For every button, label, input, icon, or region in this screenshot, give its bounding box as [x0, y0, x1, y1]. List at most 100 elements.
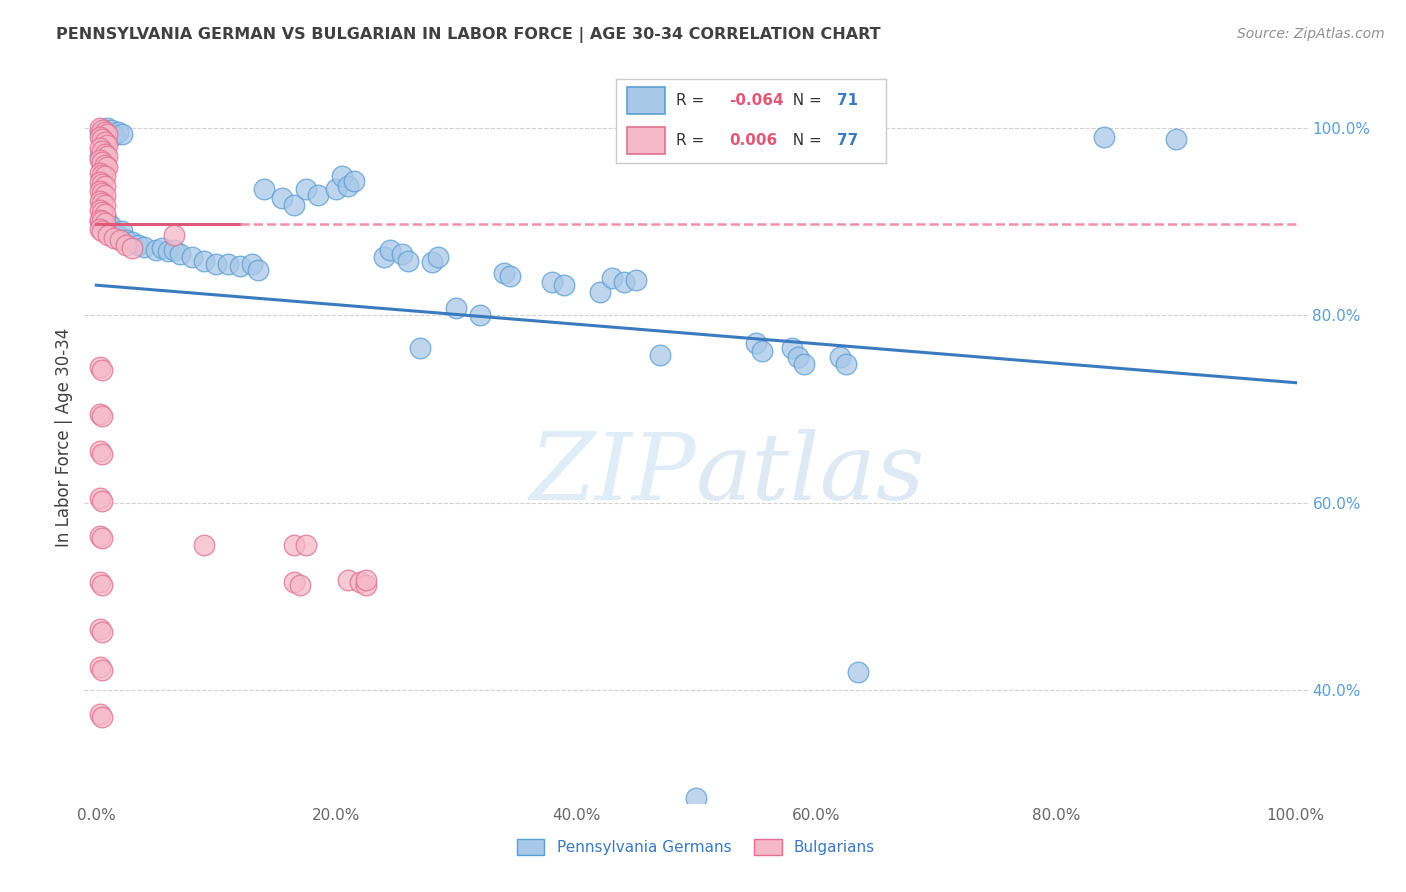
Point: [499, 268, 522, 283]
Point: [589, 285, 612, 299]
Point: [93, 158, 117, 172]
Point: [103, 226, 125, 240]
Point: [247, 263, 270, 277]
Point: [107, 125, 129, 139]
Point: [96, 214, 118, 228]
Point: [409, 341, 432, 355]
Point: [89, 214, 111, 228]
Point: [217, 257, 239, 271]
Point: [121, 235, 143, 249]
Point: [787, 351, 810, 365]
Point: [685, 791, 707, 805]
Point: [134, 240, 156, 254]
Point: [89, 120, 111, 135]
Point: [150, 241, 173, 255]
Point: [835, 357, 858, 371]
Point: [307, 188, 329, 202]
Point: [157, 244, 180, 259]
Point: [163, 228, 186, 243]
Point: [337, 178, 360, 193]
Point: [89, 491, 111, 505]
Point: [91, 168, 114, 182]
Point: [91, 214, 114, 228]
Point: [193, 538, 215, 552]
Point: [89, 166, 111, 180]
Point: [193, 253, 215, 268]
Point: [373, 250, 395, 264]
Point: [145, 243, 167, 257]
Point: [330, 169, 353, 184]
Point: [89, 444, 111, 458]
Point: [89, 149, 111, 163]
Point: [97, 228, 120, 243]
Point: [93, 169, 117, 184]
Point: [283, 575, 305, 590]
Point: [93, 147, 117, 161]
Point: [253, 181, 276, 195]
Point: [115, 237, 138, 252]
Point: [107, 228, 129, 243]
Point: [396, 253, 419, 268]
Point: [103, 231, 125, 245]
Point: [91, 709, 114, 723]
Point: [89, 575, 111, 590]
Point: [600, 270, 623, 285]
Point: [89, 528, 111, 542]
Point: [325, 181, 347, 195]
Point: [110, 127, 132, 141]
Point: [391, 247, 413, 261]
Point: [354, 573, 377, 587]
Point: [468, 308, 491, 322]
Point: [96, 127, 118, 141]
Point: [96, 137, 118, 152]
Point: [337, 573, 360, 587]
Text: Source: ZipAtlas.com: Source: ZipAtlas.com: [1237, 27, 1385, 41]
Text: PENNSYLVANIA GERMAN VS BULGARIAN IN LABOR FORCE | AGE 30-34 CORRELATION CHART: PENNSYLVANIA GERMAN VS BULGARIAN IN LABO…: [56, 27, 882, 43]
Point: [181, 250, 204, 264]
Point: [349, 575, 371, 590]
Point: [89, 153, 111, 168]
Point: [89, 175, 111, 189]
Point: [110, 224, 132, 238]
Point: [271, 191, 294, 205]
Point: [427, 250, 450, 264]
Point: [93, 188, 117, 202]
Point: [93, 125, 117, 139]
Point: [89, 660, 111, 674]
Point: [229, 260, 252, 274]
Point: [89, 203, 111, 218]
Point: [93, 153, 115, 168]
Point: [290, 578, 312, 592]
Point: [380, 243, 402, 257]
Point: [121, 241, 143, 255]
Point: [91, 132, 114, 146]
Point: [444, 301, 467, 315]
Point: [91, 578, 114, 592]
Point: [295, 538, 318, 552]
Point: [745, 336, 768, 351]
Point: [89, 125, 111, 139]
Point: [127, 237, 149, 252]
Point: [553, 278, 575, 293]
Point: [1164, 132, 1187, 146]
Point: [420, 254, 443, 268]
Point: [780, 341, 803, 355]
Point: [89, 359, 111, 374]
Point: [91, 532, 114, 546]
Point: [91, 447, 114, 461]
Point: [91, 625, 114, 640]
Point: [648, 347, 671, 361]
Point: [163, 243, 186, 257]
Point: [91, 409, 114, 424]
Point: [89, 212, 111, 227]
Point: [1092, 130, 1115, 145]
Point: [93, 122, 115, 136]
Point: [793, 357, 815, 371]
Point: [91, 144, 114, 158]
Point: [751, 343, 773, 358]
Point: [613, 276, 636, 290]
Point: [93, 216, 117, 230]
Point: [91, 224, 114, 238]
Point: [100, 123, 122, 137]
Point: [89, 194, 111, 208]
